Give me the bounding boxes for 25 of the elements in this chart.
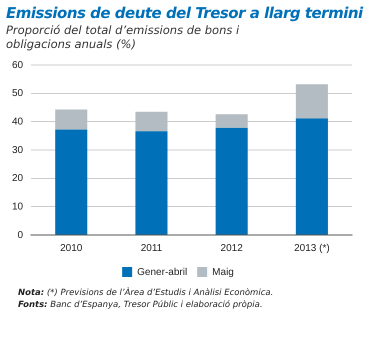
y-tick-label: 10 [12,201,24,212]
x-tick-label: 2012 [220,242,244,254]
x-tick-label: 2011 [140,242,163,254]
bar [216,128,248,234]
bar [135,131,168,234]
text: Fonts: Banc d’Espanya, Tresor Públic i elaboració pròpia. [18,299,264,311]
bar [296,118,328,234]
bar [296,84,328,119]
text: Nota: (*) Previsions de l’Àrea d’Estudis i Anàlisi Econòmica. [18,287,274,299]
legend-label: Gener-abril [137,266,188,278]
chart-title: Emissions de deute del Tresor a llarg termini [6,4,364,22]
legend-label: Maig [212,266,234,278]
x-tick-label: 2013 (*) [294,242,330,254]
y-tick-label: 0 [18,230,24,241]
y-tick-label: 20 [12,173,24,184]
y-tick-label: 60 [12,60,24,71]
bar [216,114,248,128]
y-tick-label: 40 [12,116,24,128]
y-tick-label: 50 [12,88,24,100]
bar [55,130,88,234]
chart-subtitle: Proporció del total d’emissions de bons i obligacions anuals (%) [6,23,240,51]
x-tick-label: 2010 [60,242,83,254]
bar [135,112,168,132]
y-tick-label: 30 [12,144,24,156]
bar [55,109,88,130]
